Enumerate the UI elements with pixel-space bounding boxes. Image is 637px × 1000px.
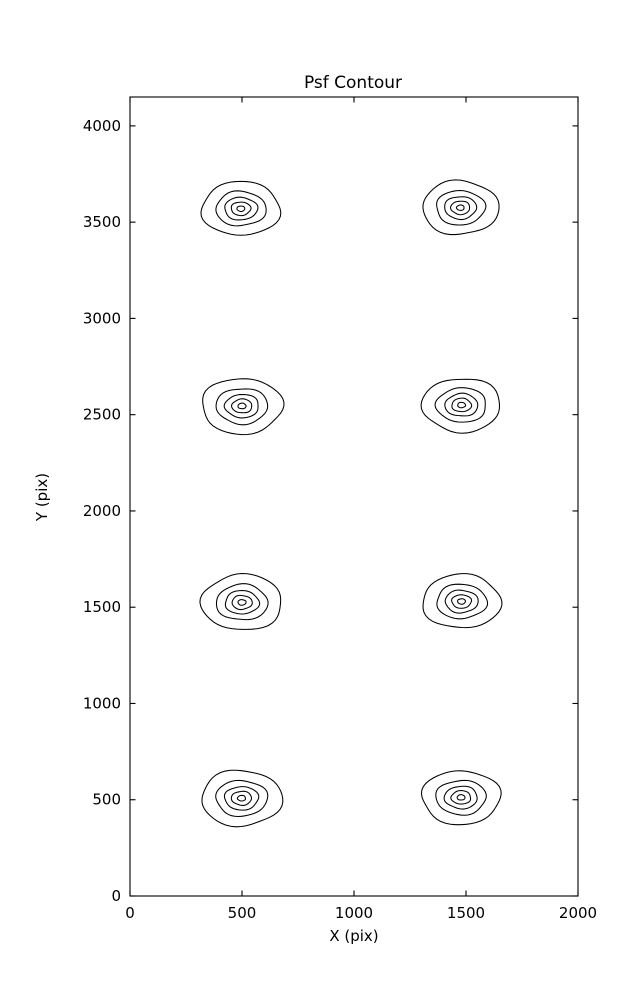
contour-ring bbox=[444, 589, 479, 614]
contour-source bbox=[199, 572, 282, 630]
contour-ring bbox=[224, 196, 259, 221]
contour-ring bbox=[201, 769, 284, 828]
y-tick-label: 3000 bbox=[83, 309, 121, 327]
contour-ring bbox=[435, 779, 487, 816]
y-tick-label: 2000 bbox=[83, 502, 121, 520]
y-axis-tick-labels: 0 500 1000 1500 2000 2500 3000 3500 4000 bbox=[83, 117, 121, 905]
contour-ring bbox=[215, 779, 269, 818]
contour-ring bbox=[436, 583, 489, 620]
y-tick-label: 1000 bbox=[83, 694, 121, 712]
contour-ring bbox=[231, 398, 253, 414]
contour-ring bbox=[231, 594, 253, 611]
contour-ring bbox=[200, 180, 282, 236]
contour-ring bbox=[450, 790, 472, 805]
contour-ring bbox=[420, 770, 502, 826]
contour-source bbox=[422, 179, 500, 236]
contour-ring bbox=[444, 196, 478, 221]
contour-source bbox=[200, 180, 282, 236]
contour-source bbox=[420, 378, 501, 434]
contour-ring bbox=[449, 200, 471, 216]
contour-ring bbox=[451, 594, 473, 609]
contour-ring bbox=[215, 190, 267, 227]
x-tick-label: 1500 bbox=[447, 904, 485, 922]
x-tick-label: 500 bbox=[228, 904, 257, 922]
y-tick-label: 4000 bbox=[83, 117, 121, 135]
contour-ring bbox=[202, 378, 285, 436]
contour-ring bbox=[422, 179, 500, 236]
contour-ring bbox=[237, 402, 247, 410]
contour-ring bbox=[443, 785, 478, 810]
x-tick-label: 0 bbox=[125, 904, 135, 922]
contour-ring bbox=[230, 790, 253, 806]
contour-ring bbox=[456, 794, 466, 801]
contour-ring bbox=[457, 598, 466, 605]
contour-ring bbox=[436, 189, 487, 226]
contour-ring bbox=[215, 583, 269, 621]
x-axis-ticks bbox=[129, 97, 579, 896]
contour-ring bbox=[199, 572, 282, 630]
contour-source bbox=[422, 573, 503, 629]
contour-ring bbox=[444, 392, 479, 417]
contour-ring bbox=[223, 393, 259, 419]
contour-ring bbox=[223, 786, 260, 811]
contour-source bbox=[201, 769, 284, 828]
contour-ring bbox=[237, 599, 247, 606]
x-tick-label: 1000 bbox=[335, 904, 373, 922]
contour-sources-group bbox=[199, 179, 503, 828]
contour-ring bbox=[224, 590, 261, 615]
contour-source bbox=[420, 770, 502, 826]
x-axis-label: X (pix) bbox=[329, 927, 378, 945]
y-tick-label: 3500 bbox=[83, 213, 121, 231]
y-tick-label: 2500 bbox=[83, 406, 121, 424]
contour-ring bbox=[457, 401, 467, 409]
contour-ring bbox=[422, 573, 503, 629]
y-tick-label: 0 bbox=[111, 887, 121, 905]
contour-ring bbox=[236, 794, 246, 802]
x-tick-label: 2000 bbox=[559, 904, 597, 922]
contour-ring bbox=[455, 204, 465, 211]
contour-ring bbox=[230, 201, 252, 217]
y-axis-ticks bbox=[130, 125, 578, 897]
y-axis-label: Y (pix) bbox=[33, 473, 51, 522]
contour-ring bbox=[434, 387, 486, 423]
chart-title: Psf Contour bbox=[304, 73, 402, 93]
y-tick-label: 500 bbox=[92, 791, 121, 809]
contour-ring bbox=[236, 205, 246, 213]
x-axis-tick-labels: 0 500 1000 1500 2000 bbox=[125, 904, 597, 922]
contour-ring bbox=[451, 397, 473, 413]
contour-source bbox=[202, 378, 285, 436]
contour-ring bbox=[215, 388, 269, 426]
y-tick-label: 1500 bbox=[83, 598, 121, 616]
contour-ring bbox=[420, 378, 501, 434]
